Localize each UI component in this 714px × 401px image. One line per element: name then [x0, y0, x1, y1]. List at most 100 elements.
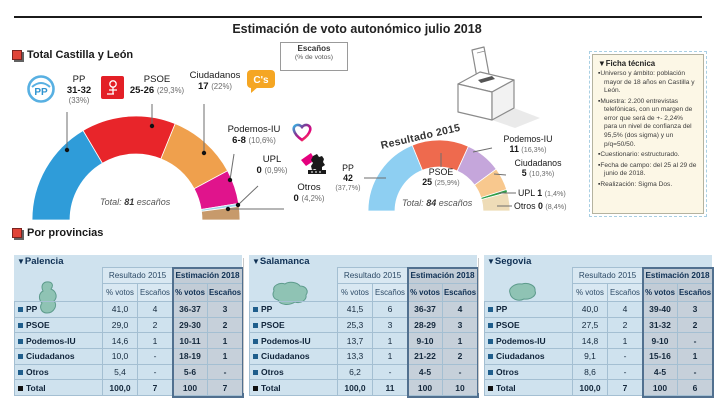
table-cell: - [371, 363, 409, 381]
total-81-label: Total: 81 escaños [100, 197, 171, 207]
row-bullet-icon [253, 354, 258, 360]
table-cell: 100 [172, 379, 209, 396]
table-cell: - [677, 363, 714, 381]
col-group-resultado: Resultado 2015 [571, 267, 644, 284]
table-cell: 2 [677, 316, 714, 334]
segment-dots [64, 123, 241, 212]
table-cell: 36-37 [407, 301, 444, 318]
table-panel-salamanca: ▼Salamanca Resultado 2015 Estimación 201… [249, 255, 479, 398]
table-panel-segovia: ▼Segovia Resultado 2015 Estimación 2018 … [484, 255, 714, 398]
row-bullet-icon [488, 354, 493, 360]
table-row: PSOE 29,0 2 29-30 2 [14, 316, 244, 334]
table-row: PSOE 25,3 3 28-29 3 [249, 316, 479, 334]
label-ciudadanos-2015: Ciudadanos 5 (10,3%) [514, 158, 562, 179]
table-cell: 1 [207, 347, 244, 365]
table-cell: 6 [371, 301, 409, 318]
row-bullet-icon [488, 338, 493, 344]
party-name: PSOE [261, 319, 285, 330]
ficha-tecnica-box: ▼Ficha técnica Universo y ámbito: poblac… [589, 51, 707, 217]
table-row: PSOE 27,5 2 31-32 2 [484, 316, 714, 334]
salamanca-map-icon [272, 281, 308, 305]
col-escanos: Escaños [371, 283, 409, 302]
table-cell: 1 [371, 347, 409, 365]
table-cell: 5,4 [102, 363, 138, 381]
table-cell: 7 [606, 379, 644, 396]
table-cell: 100,0 [102, 379, 138, 396]
table-cell: 41,0 [102, 301, 138, 318]
table-cell: 6 [677, 379, 714, 396]
svg-text:C's: C's [253, 75, 269, 86]
resultado-donut [367, 139, 511, 212]
table-row: Podemos-IU 14,6 1 10-11 1 [14, 332, 244, 349]
col-votos: % votos [337, 283, 373, 302]
label-pp-2015: PP 42 (37,7%) [335, 163, 361, 192]
segovia-map-icon [509, 283, 536, 301]
section-total-label: Total Castilla y León [27, 49, 134, 61]
province-table: Resultado 2015 Estimación 2018 % votos E… [14, 267, 244, 396]
table-cell: 4 [136, 301, 174, 318]
label-podemos-2015: Podemos-IU 11 (16,3%) [503, 134, 553, 155]
ficha-item: Realización: Sigma Dos. [598, 181, 698, 190]
row-bullet-icon [253, 385, 258, 391]
party-name: Podemos-IU [26, 335, 76, 346]
section-total-castilla-leon: Total Castilla y León [12, 49, 133, 61]
table-cell: 4 [442, 301, 479, 318]
table-cell: 13,7 [337, 332, 373, 349]
red-square-icon [12, 50, 22, 60]
table-cell: - [136, 363, 174, 381]
table-row: Otros 8,6-4-5- [484, 363, 714, 381]
table-cell: 3 [371, 316, 409, 334]
party-cell: Podemos-IU [249, 332, 338, 349]
col-group-estimacion: Estimación 2018 [407, 267, 479, 284]
table-cell: 4 [606, 301, 644, 318]
row-bullet-icon [18, 338, 23, 344]
col-votos-est: % votos [642, 283, 679, 302]
party-name: PP [26, 304, 38, 315]
table-cell: 9,1 [572, 347, 608, 365]
col-votos: % votos [572, 283, 608, 302]
table-cell: 29,0 [102, 316, 138, 334]
col-group-resultado: Resultado 2015 [101, 267, 174, 284]
row-bullet-icon [18, 307, 23, 313]
row-bullet-icon [18, 369, 23, 375]
label-upl-2018: UPL 0 (0,9%) [256, 154, 288, 177]
row-bullet-icon [18, 385, 23, 391]
party-name: PP [496, 304, 508, 315]
province-table: Resultado 2015 Estimación 2018 % votos E… [484, 267, 714, 396]
table-cell: 2 [207, 316, 244, 334]
table-row: Ciudadanos 13,3 1 21-22 2 [249, 347, 479, 365]
table-cell: 39-40 [642, 301, 679, 318]
table-cell: 4-5 [407, 363, 444, 381]
table-divider [478, 258, 479, 393]
ballot-box-icon [457, 46, 540, 128]
party-name: Total [261, 382, 281, 393]
party-cell: Total [249, 379, 338, 396]
table-row: PP 41,5 6 36-37 4 [249, 301, 479, 318]
table-cell: 3 [677, 301, 714, 318]
table-cell: 100,0 [337, 379, 373, 396]
table-cell: 9-10 [407, 332, 444, 349]
table-cell: 27,5 [572, 316, 608, 334]
ficha-item: Universo y ámbito: población mayor de 18… [598, 70, 698, 96]
table-divider [243, 258, 244, 393]
table-cell: 25,3 [337, 316, 373, 334]
label-podemos-2018: Podemos-IU 6-8 (10,6%) [227, 124, 281, 147]
party-name: Podemos-IU [496, 335, 546, 346]
legend-box: Escaños (% de votos) [280, 42, 348, 71]
table-cell: 1 [207, 332, 244, 349]
col-votos: % votos [102, 283, 138, 302]
party-cell: Total [14, 379, 103, 396]
table-cell: 100 [642, 379, 679, 396]
table-cell: 10,0 [102, 347, 138, 365]
table-cell: 10 [442, 379, 479, 396]
ficha-item: Fecha de campo: del 25 al 29 de junio de… [598, 162, 698, 179]
section-por-provincias: Por provincias [12, 227, 103, 239]
table-row: Ciudadanos 10,0-18-19 1 [14, 347, 244, 365]
table-row: PP 41,0 4 36-37 3 [14, 301, 244, 318]
row-bullet-icon [488, 307, 493, 313]
table-cell: - [677, 332, 714, 349]
label-pp-2018: PP 31-32 (33%) [66, 74, 92, 106]
row-bullet-icon [18, 322, 23, 328]
label-upl-2015: UPL 1 (1,4%) [518, 188, 566, 198]
row-bullet-icon [488, 385, 493, 391]
